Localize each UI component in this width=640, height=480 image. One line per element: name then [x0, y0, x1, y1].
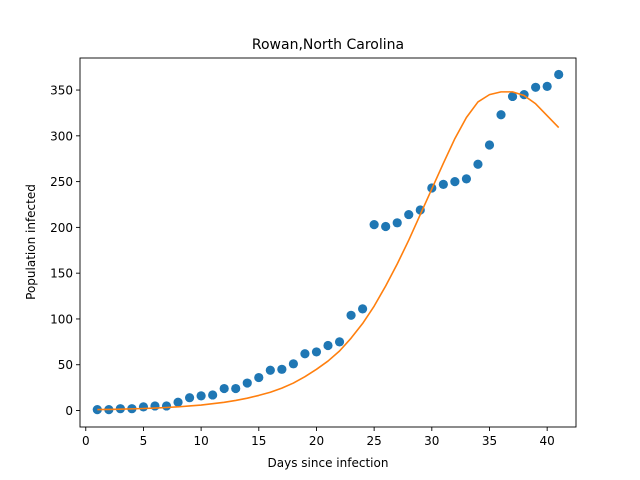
x-tick-label: 30	[424, 434, 439, 448]
data-point	[288, 359, 298, 369]
x-tick-label: 0	[82, 434, 90, 448]
x-tick-label: 25	[366, 434, 381, 448]
data-point	[392, 218, 402, 228]
data-point	[231, 383, 241, 394]
data-point	[450, 177, 460, 187]
data-point	[358, 304, 368, 314]
series-layer	[92, 69, 564, 415]
data-point	[184, 393, 195, 403]
data-point	[554, 69, 564, 80]
y-tick-label: 0	[65, 404, 73, 418]
y-tick-label: 350	[50, 84, 73, 98]
data-point	[254, 372, 264, 383]
plot-frame	[79, 57, 577, 428]
data-point	[196, 391, 206, 401]
fit-line	[97, 91, 560, 411]
data-point	[173, 397, 183, 407]
y-tick-label: 300	[50, 129, 73, 143]
x-axis-label: Days since infection	[268, 456, 389, 470]
data-point	[473, 159, 483, 169]
x-tick-label: 15	[251, 434, 266, 448]
data-point	[208, 390, 218, 400]
y-tick-label: 250	[50, 175, 73, 189]
data-point	[542, 81, 552, 91]
y-tick-label: 100	[50, 312, 73, 326]
y-tick-label: 200	[50, 221, 73, 235]
y-tick-label: 50	[58, 358, 73, 372]
data-point	[346, 310, 356, 320]
data-point	[404, 209, 414, 220]
y-axis-ticks: 0 50 100 150 200 250 300 350	[50, 84, 80, 418]
data-point	[461, 174, 472, 184]
x-tick-label: 40	[540, 434, 555, 448]
data-point	[138, 402, 149, 412]
data-point	[531, 82, 541, 92]
data-point	[334, 337, 345, 347]
data-point	[496, 110, 506, 120]
x-tick-label: 35	[482, 434, 497, 448]
data-point	[242, 378, 252, 388]
data-point	[323, 340, 333, 351]
data-point	[161, 401, 172, 411]
data-point	[277, 364, 287, 374]
data-point	[219, 383, 229, 394]
data-point	[369, 220, 379, 230]
data-point	[484, 140, 495, 150]
y-tick-label: 150	[50, 267, 73, 281]
data-point	[300, 349, 310, 359]
data-point	[311, 347, 322, 357]
data-point	[265, 365, 275, 375]
x-axis-ticks: 0 5 10 15 20 25 30 35 40	[82, 427, 555, 448]
x-tick-label: 5	[140, 434, 148, 448]
data-point	[150, 401, 160, 411]
x-tick-label: 10	[193, 434, 208, 448]
data-point	[438, 179, 448, 189]
chart-title: Rowan,North Carolina	[252, 37, 404, 53]
data-point	[381, 221, 391, 232]
data-point	[507, 91, 518, 102]
x-tick-label: 20	[309, 434, 324, 448]
y-axis-label: Population infected	[24, 184, 38, 300]
